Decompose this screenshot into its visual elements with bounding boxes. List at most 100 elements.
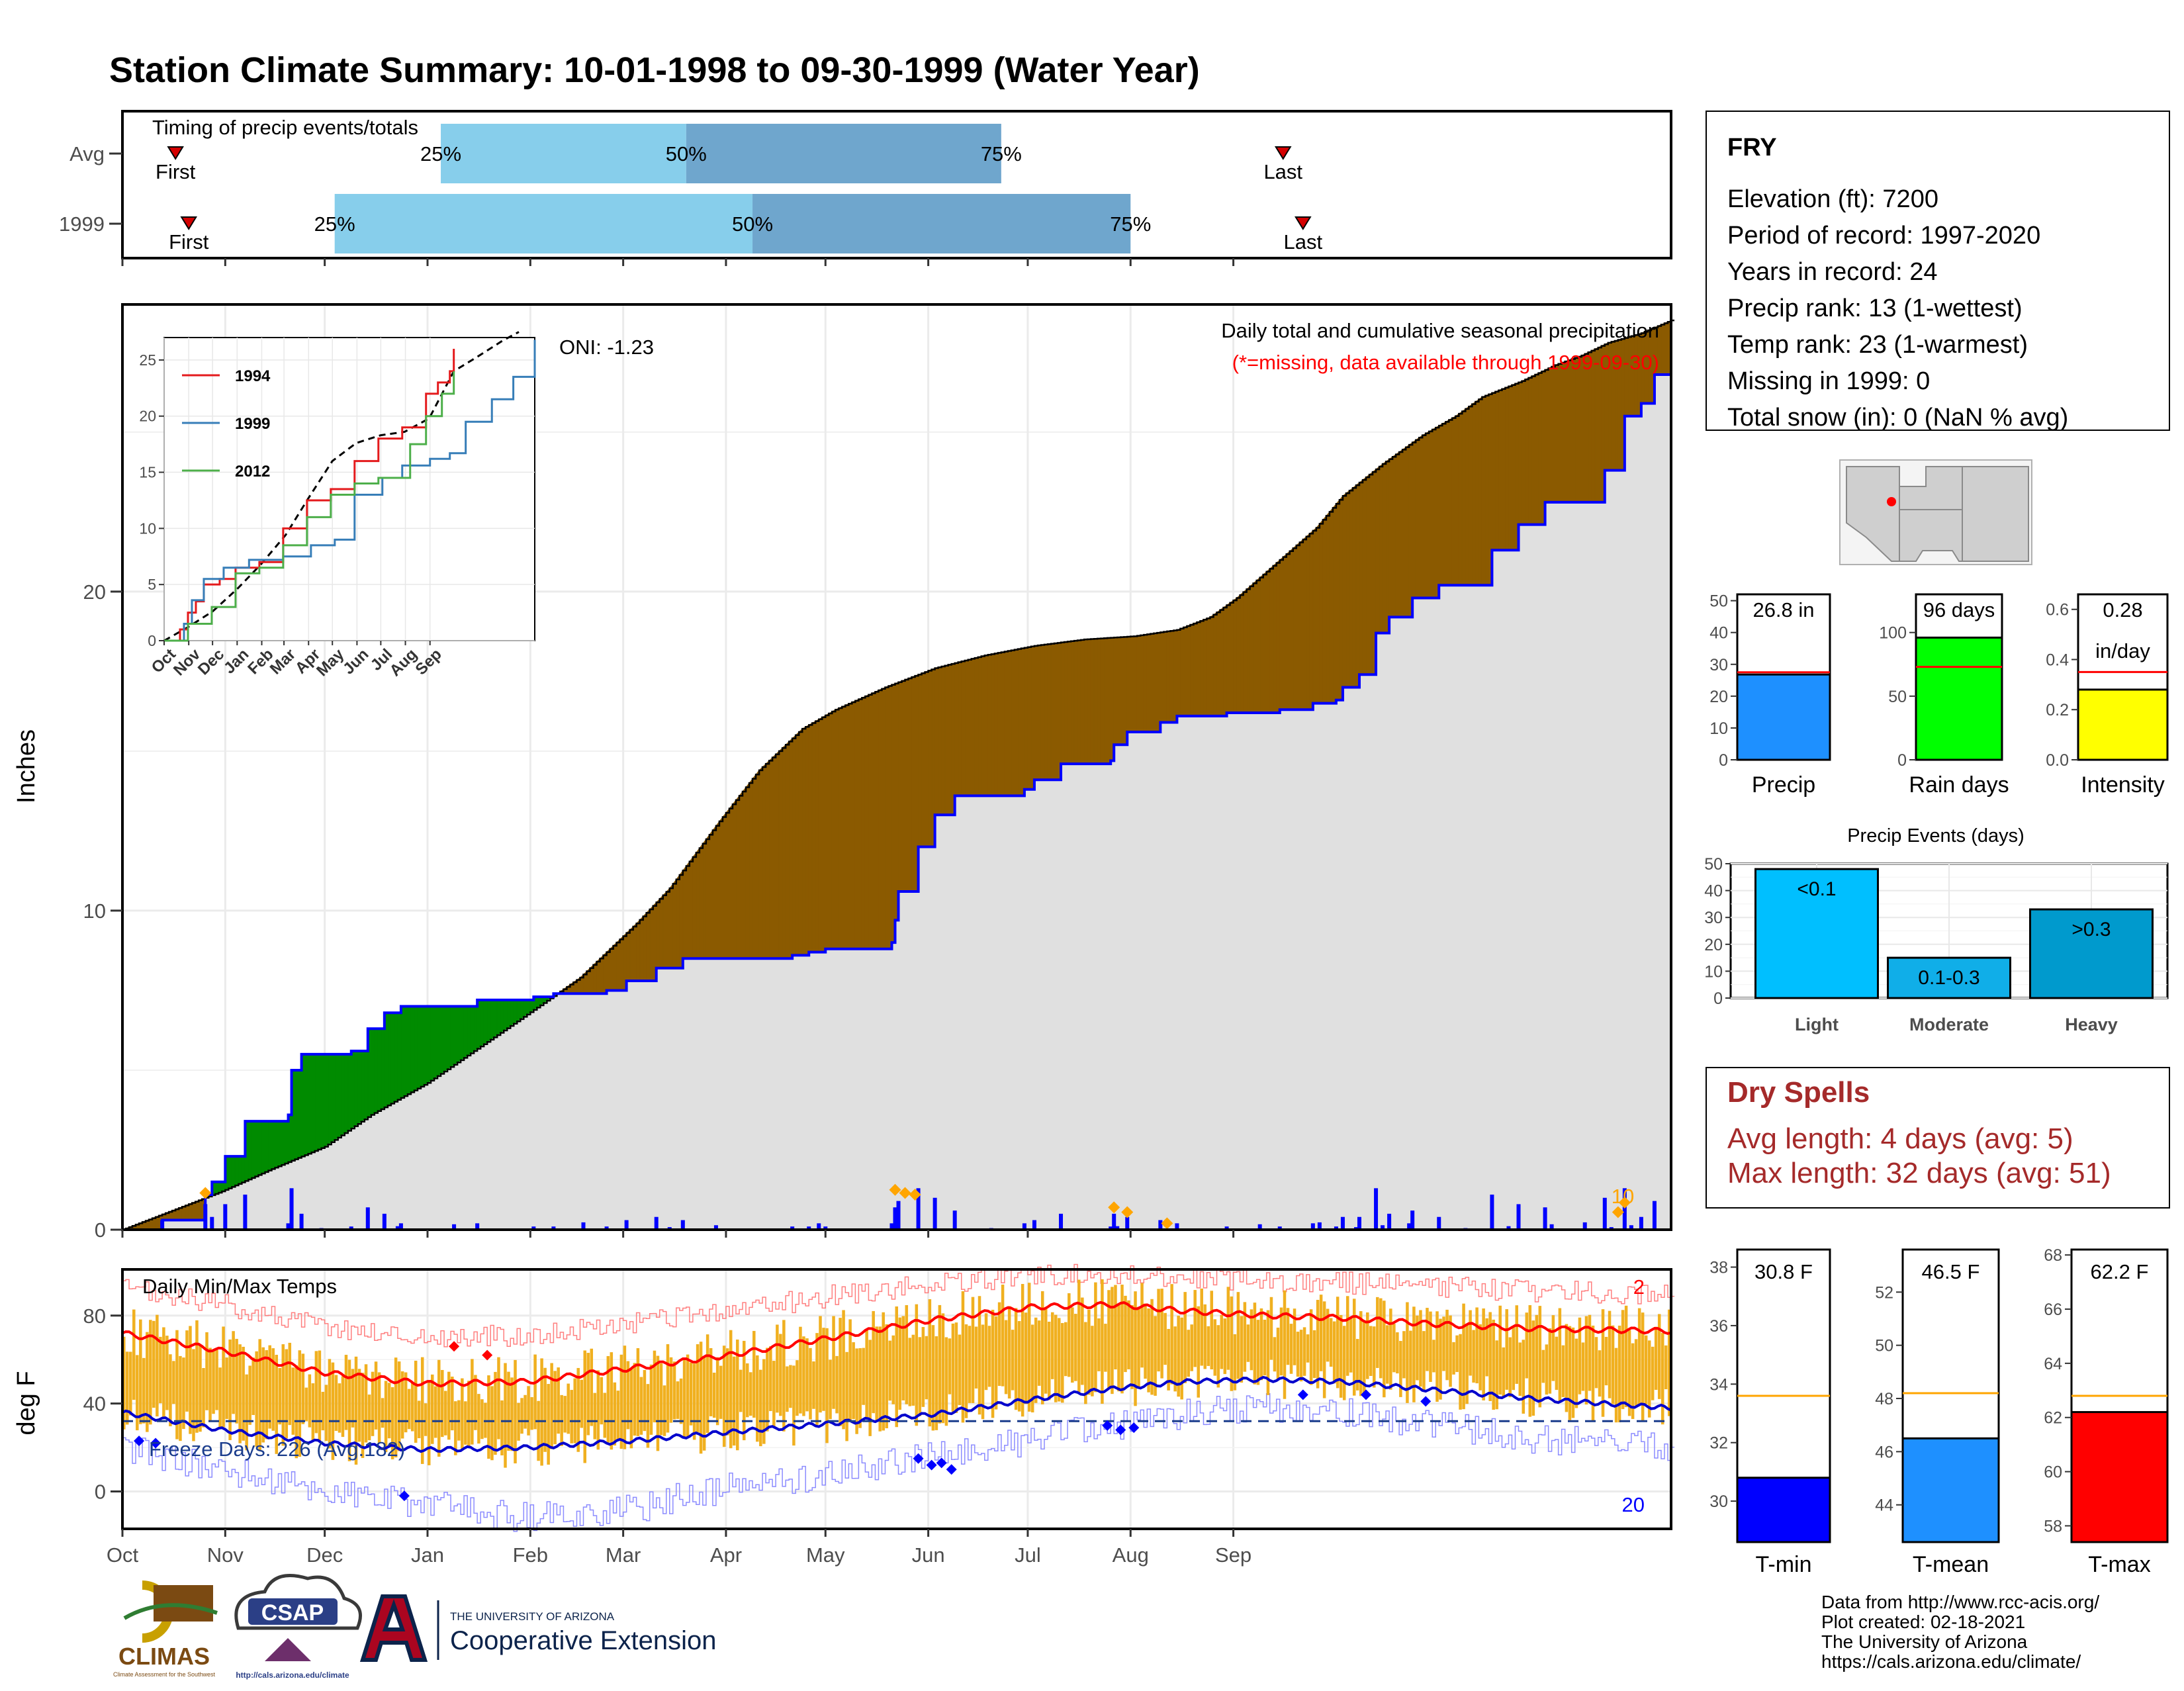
daily-temp-range-bar (1259, 1308, 1263, 1381)
daily-precip-bar (1387, 1213, 1392, 1230)
events-bar (1754, 868, 1879, 999)
daily-temp-range-bar (1392, 1324, 1396, 1373)
daily-temp-range-bar (179, 1355, 182, 1441)
station-line: Elevation (ft): 7200 (1727, 185, 1938, 213)
daily-temp-range-bar (898, 1317, 902, 1410)
daily-temp-range-bar (1488, 1312, 1492, 1401)
deficit-segment (1478, 396, 1482, 586)
timing-bar-q50-q75 (686, 124, 1001, 183)
daily-temp-range-bar (715, 1357, 719, 1426)
daily-temp-range-bar (1220, 1314, 1224, 1369)
temp-bar-y-tick-label: 38 (1709, 1259, 1728, 1277)
daily-temp-range-bar (1355, 1339, 1359, 1391)
daily-temp-range-bar (646, 1384, 650, 1448)
daily-temp-range-bar (189, 1326, 192, 1434)
daily-temp-range-bar (1097, 1318, 1101, 1371)
daily-precip-bar (1437, 1216, 1441, 1230)
surplus-segment (374, 1028, 379, 1114)
daily-temp-range-bar (1130, 1304, 1134, 1389)
surplus-segment (234, 1156, 239, 1186)
daily-precip-bar (1059, 1213, 1064, 1230)
daily-temp-range-bar (776, 1324, 779, 1413)
daily-temp-range-bar (1644, 1335, 1648, 1404)
inset-y-tick-label: 20 (139, 408, 156, 425)
daily-temp-range-bar (142, 1357, 146, 1424)
daily-temp-range-bar (487, 1375, 490, 1459)
daily-temp-range-bar (507, 1371, 510, 1451)
daily-temp-range-bar (126, 1351, 129, 1425)
surplus-segment (331, 1054, 336, 1143)
daily-temp-range-bar (1233, 1334, 1237, 1391)
deficit-segment (1326, 511, 1330, 704)
daily-precip-bar (624, 1220, 629, 1230)
daily-temp-range-bar (427, 1381, 431, 1465)
daily-temp-range-bar (653, 1350, 657, 1423)
record-low-marker (913, 1453, 924, 1464)
surplus-segment (433, 1006, 438, 1079)
deficit-segment (1352, 484, 1357, 688)
daily-temp-range-bar (1180, 1317, 1183, 1400)
deficit-segment (831, 709, 836, 950)
daily-temp-range-bar (1426, 1308, 1429, 1371)
daily-temp-range-bar (1445, 1309, 1449, 1381)
daily-temp-range-bar (527, 1386, 530, 1436)
deficit-segment (918, 672, 922, 847)
daily-temp-range-bar (656, 1355, 660, 1451)
daily-temp-range-bar (514, 1359, 517, 1464)
daily-precip-bar (604, 1226, 609, 1230)
deficit-segment (742, 786, 747, 959)
daily-temp-range-bar (1386, 1325, 1389, 1384)
surplus-segment (255, 1120, 259, 1177)
daily-temp-range-bar (1538, 1306, 1542, 1408)
daily-precip-bar (916, 1188, 921, 1230)
daily-temp-range-bar (152, 1320, 156, 1408)
deficit-segment (659, 894, 664, 969)
station-info-box: FRY Elevation (ft): 7200 Period of recor… (1706, 111, 2170, 432)
surplus-segment (473, 1006, 478, 1052)
daily-temp-range-bar (417, 1400, 421, 1439)
daily-temp-range-bar (547, 1384, 550, 1465)
deficit-segment (1551, 364, 1556, 503)
deficit-segment (1412, 439, 1416, 598)
daily-temp-range-bar (304, 1387, 308, 1422)
daily-temp-range-bar (169, 1354, 172, 1427)
dry-spells-frame (1706, 1067, 2170, 1209)
daily-precip-bar (817, 1223, 821, 1230)
daily-temp-range-bar (410, 1383, 414, 1432)
daily-temp-range-bar (430, 1374, 434, 1444)
inset-chart: 1994199920120510152025OctNovDecJanFebMar… (139, 331, 536, 680)
record-low-marker (150, 1438, 161, 1449)
surplus-segment (308, 1054, 312, 1154)
surplus-segment (357, 1050, 362, 1124)
record-low-marker (926, 1459, 937, 1471)
daily-precip-bar (243, 1194, 248, 1230)
daily-temp-range-bar (573, 1378, 576, 1443)
deficit-segment (795, 731, 799, 956)
deficit-segment (895, 682, 899, 921)
deficit-segment (951, 663, 956, 815)
deficit-segment (1581, 353, 1586, 503)
deficit-segment (1661, 322, 1665, 375)
daily-temp-range-bar (1137, 1306, 1140, 1388)
daily-temp-range-bar (971, 1297, 975, 1403)
deficit-segment (1140, 634, 1144, 733)
deficit-segment (1200, 619, 1204, 717)
daily-temp-range-bar (1309, 1309, 1313, 1385)
events-bar (1887, 956, 2011, 999)
deficit-segment (1193, 621, 1197, 717)
daily-precip-bar (581, 1222, 586, 1230)
daily-temp-range-bar (268, 1345, 271, 1429)
daily-temp-range-bar (397, 1361, 401, 1451)
daily-temp-range-bar (1498, 1305, 1502, 1395)
deficit-segment (1001, 651, 1005, 796)
surplus-segment (430, 1006, 435, 1081)
deficit-segment (1485, 394, 1489, 586)
daily-temp-range-bar (1518, 1342, 1522, 1396)
daily-temp-range-bar (629, 1368, 633, 1449)
temp-bar-y-tick-label: 32 (1709, 1434, 1728, 1453)
deficit-segment (1097, 638, 1101, 764)
daily-temp-range-bar (1406, 1302, 1409, 1403)
ua-name-small: THE UNIVERSITY OF ARIZONA (450, 1610, 615, 1623)
deficit-segment (1458, 410, 1463, 586)
daily-precip-bar (1582, 1222, 1587, 1230)
